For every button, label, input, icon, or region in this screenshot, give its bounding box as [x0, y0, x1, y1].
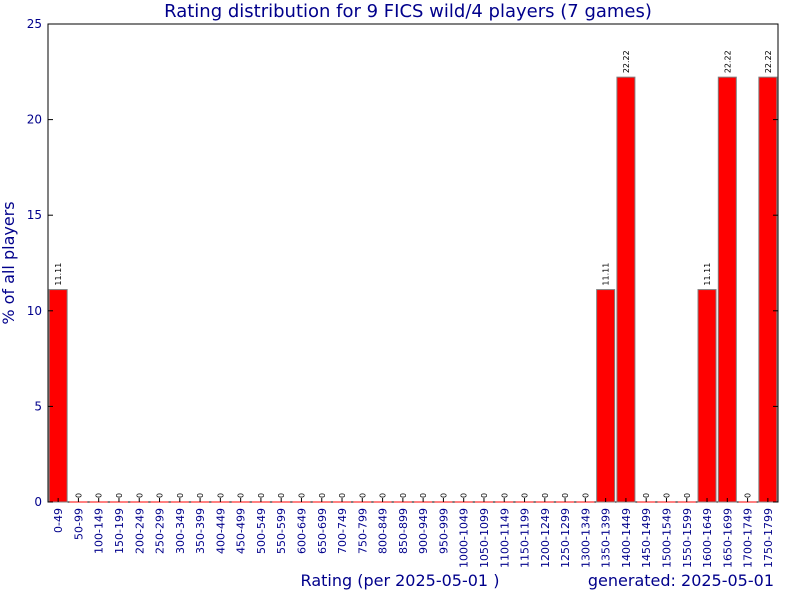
- data-label: 0: [683, 493, 692, 498]
- x-tick-label: 1400-1449: [620, 508, 633, 568]
- data-label: 0: [95, 493, 104, 498]
- data-label: 0: [318, 493, 327, 498]
- bar: [697, 289, 717, 503]
- data-label: 0: [135, 493, 144, 498]
- bar: [48, 289, 68, 503]
- x-tick-label: 1650-1699: [721, 508, 734, 568]
- data-label: 0: [358, 493, 367, 498]
- x-tick-label: 1200-1249: [539, 508, 552, 568]
- y-tick-label: 15: [27, 208, 42, 222]
- data-label: 11.11: [54, 263, 63, 286]
- data-label: 0: [257, 493, 266, 498]
- generated-footer: generated: 2025-05-01: [588, 571, 774, 590]
- plot-frame: [47, 23, 779, 503]
- x-tick-label: 1700-1749: [742, 508, 755, 568]
- y-axis-title: % of all players: [0, 201, 18, 324]
- data-label: 0: [115, 493, 124, 498]
- plot-area: [47, 23, 779, 503]
- data-label: 0: [237, 493, 246, 498]
- bar: [717, 76, 737, 503]
- x-tick-label: 100-149: [93, 508, 106, 554]
- x-tick-label: 0-49: [52, 508, 65, 533]
- x-tick-label: 700-749: [336, 508, 349, 554]
- data-label: 0: [500, 493, 509, 498]
- x-tick-label: 1750-1799: [762, 508, 775, 568]
- y-tick-label: 5: [34, 399, 42, 413]
- data-label: 22.22: [723, 50, 732, 73]
- y-tick-label: 20: [27, 113, 42, 127]
- data-label: 0: [176, 493, 185, 498]
- data-label: 11.11: [602, 263, 611, 286]
- data-label: 22.22: [764, 50, 773, 73]
- data-label: 0: [744, 493, 753, 498]
- x-tick-label: 450-499: [235, 508, 248, 554]
- data-labels-group: 11.11 0 0 0 0 0 0 0 0 0 0 0 0 0 0 0 0 0 0 0 0 0 0 0 0 0 0 11.11 22.2…: [54, 50, 773, 498]
- x-tick-label: 350-399: [194, 508, 207, 554]
- x-tick-label: 500-549: [255, 508, 268, 554]
- x-tick-label: 1550-1599: [681, 508, 694, 568]
- x-tick-label: 1150-1199: [519, 508, 532, 568]
- data-label: 0: [460, 493, 469, 498]
- x-tick-label: 1000-1049: [458, 508, 471, 568]
- x-axis-ticks: 0-49 50-99 100-149 150-199 200-249 250-299 300…: [52, 498, 775, 568]
- x-tick-label: 300-349: [174, 508, 187, 554]
- data-label: 0: [419, 493, 428, 498]
- x-tick-label: 1450-1499: [640, 508, 653, 568]
- bar: [758, 76, 778, 503]
- x-tick-label: 1500-1549: [660, 508, 673, 568]
- data-label: 0: [480, 493, 489, 498]
- x-tick-label: 50-99: [72, 508, 85, 540]
- y-tick-label: 25: [27, 17, 42, 31]
- x-tick-label: 900-949: [417, 508, 430, 554]
- data-label: 0: [74, 493, 83, 498]
- data-label: 0: [297, 493, 306, 498]
- data-label: 0: [521, 493, 530, 498]
- x-tick-label: 1600-1649: [701, 508, 714, 568]
- x-tick-label: 750-799: [356, 508, 369, 554]
- x-tick-label: 150-199: [113, 508, 126, 554]
- data-label: 0: [338, 493, 347, 498]
- data-label: 22.22: [622, 50, 631, 73]
- x-tick-label: 1350-1399: [600, 508, 613, 568]
- data-label: 0: [277, 493, 286, 498]
- x-tick-label: 800-849: [377, 508, 390, 554]
- data-label: 0: [561, 493, 570, 498]
- data-label: 0: [439, 493, 448, 498]
- data-label: 0: [581, 493, 590, 498]
- data-label: 0: [196, 493, 205, 498]
- bars-group: [48, 76, 778, 503]
- x-axis-title: Rating (per 2025-05-01 ): [301, 571, 500, 590]
- x-tick-label: 1050-1099: [478, 508, 491, 568]
- data-label: 0: [662, 493, 671, 498]
- x-tick-label: 600-649: [295, 508, 308, 554]
- x-tick-label: 650-699: [316, 508, 329, 554]
- x-tick-label: 1250-1299: [559, 508, 572, 568]
- data-label: 11.11: [703, 263, 712, 286]
- y-axis-ticks: 0 5 10 15 20 25: [27, 17, 778, 509]
- x-tick-label: 850-899: [397, 508, 410, 554]
- x-tick-label: 400-449: [214, 508, 227, 554]
- data-label: 0: [642, 493, 651, 498]
- chart-title: Rating distribution for 9 FICS wild/4 pl…: [164, 1, 652, 22]
- data-label: 0: [399, 493, 408, 498]
- x-tick-label: 1300-1349: [579, 508, 592, 568]
- x-tick-label: 250-299: [154, 508, 167, 554]
- data-label: 0: [379, 493, 388, 498]
- bar: [616, 76, 636, 503]
- data-label: 0: [216, 493, 225, 498]
- x-tick-label: 200-249: [133, 508, 146, 554]
- y-tick-label: 0: [34, 495, 42, 509]
- x-tick-label: 950-999: [437, 508, 450, 554]
- y-tick-label: 10: [27, 304, 42, 318]
- x-tick-label: 1100-1149: [498, 508, 511, 568]
- x-tick-label: 550-599: [275, 508, 288, 554]
- data-label: 0: [541, 493, 550, 498]
- bar: [596, 289, 616, 503]
- data-label: 0: [156, 493, 165, 498]
